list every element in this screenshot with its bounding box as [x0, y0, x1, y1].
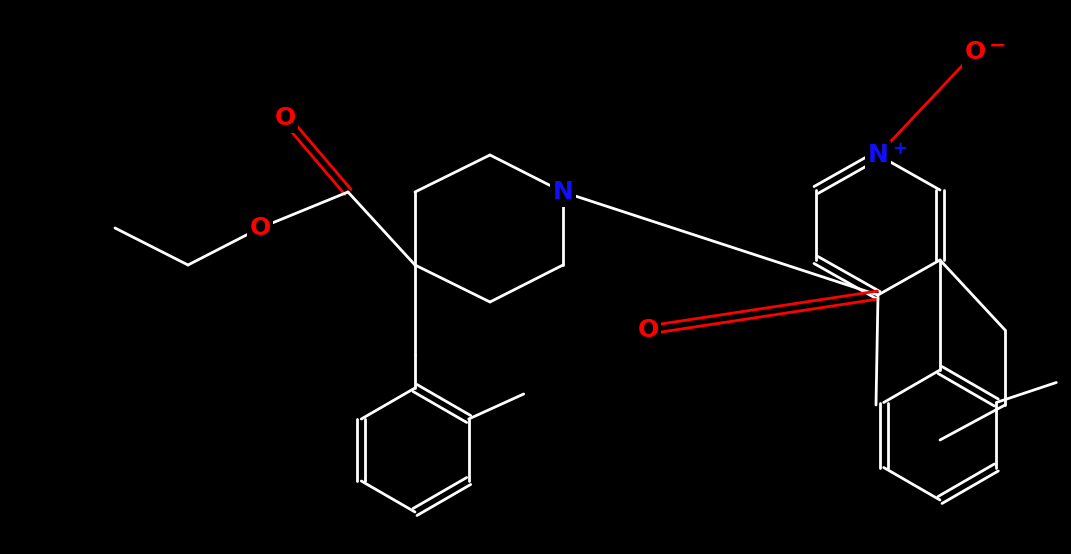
- Text: N: N: [868, 143, 889, 167]
- Text: −: −: [989, 36, 1007, 56]
- Text: O: O: [964, 40, 985, 64]
- Text: O: O: [274, 106, 296, 130]
- Text: O: O: [637, 318, 659, 342]
- Text: O: O: [250, 216, 271, 240]
- Text: N: N: [553, 180, 573, 204]
- Text: +: +: [892, 140, 907, 158]
